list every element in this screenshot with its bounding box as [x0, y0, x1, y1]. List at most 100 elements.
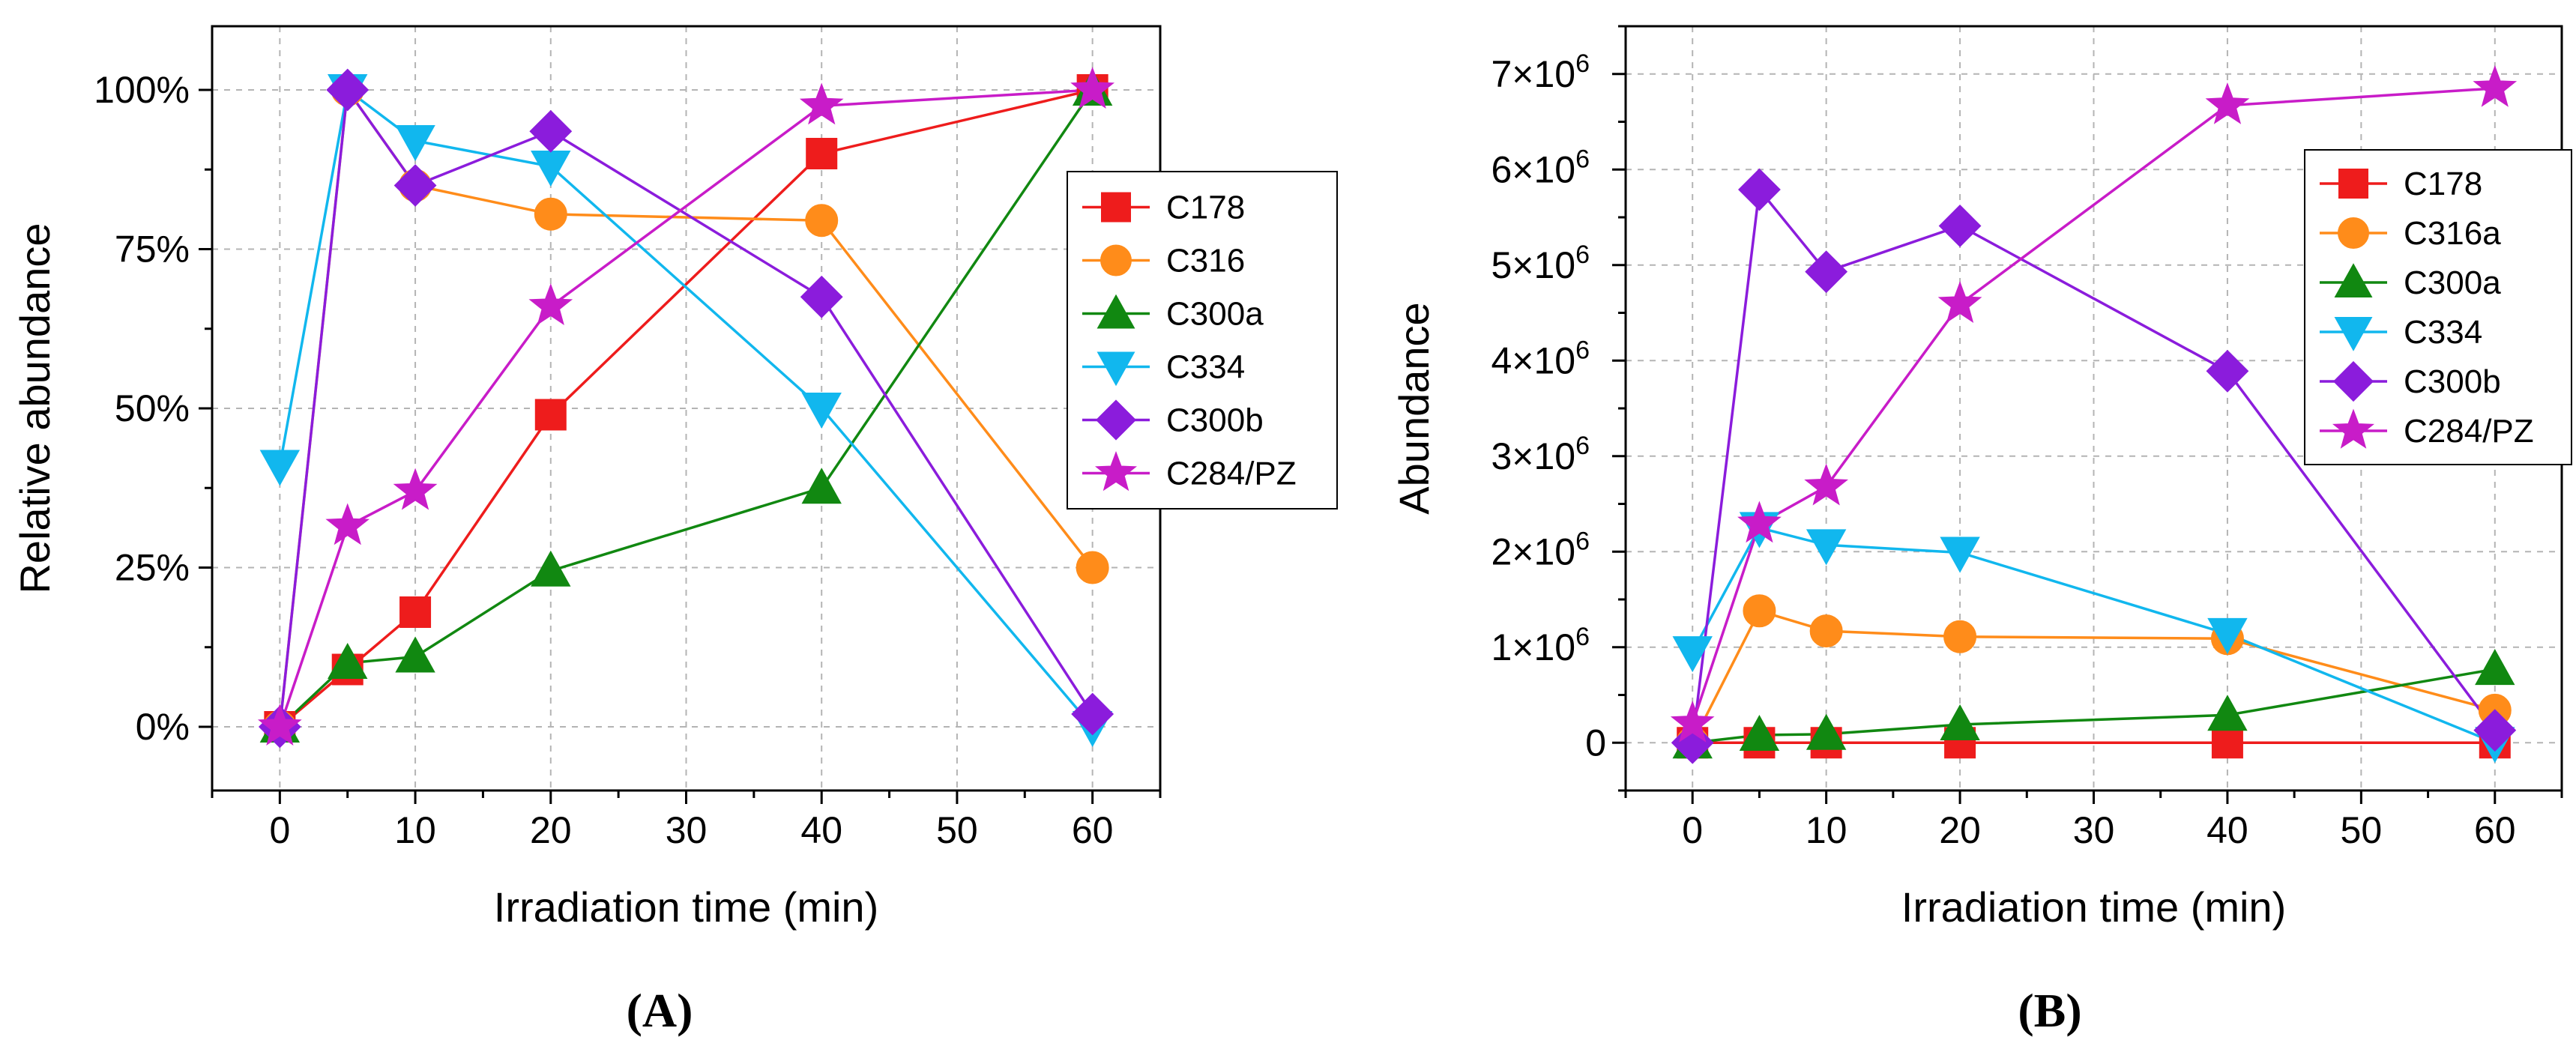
data-point-c334: [1806, 529, 1847, 566]
legend-marker: [1097, 351, 1135, 387]
y-tick-exponent: 6: [1575, 241, 1590, 269]
data-point-c334: [395, 125, 435, 162]
y-tick-exponent: 6: [1575, 527, 1590, 555]
data-point-c334: [531, 151, 571, 187]
panel-label: (B): [2018, 984, 2081, 1037]
data-point-c284pz: [325, 503, 370, 545]
legend-marker: [2338, 169, 2368, 199]
y-tick-label: 5×106: [1491, 241, 1590, 286]
x-tick-label: 60: [2474, 809, 2516, 851]
data-point-c334: [259, 450, 301, 486]
data-point-c300b: [1805, 250, 1848, 294]
y-axis-title: Relative abundance: [11, 223, 58, 593]
data-point-c300a: [531, 550, 571, 587]
legend-marker: [1097, 294, 1135, 329]
y-axis-title: Abundance: [1390, 302, 1438, 514]
data-point-c284pz: [2473, 65, 2518, 107]
series-group: [257, 67, 1115, 749]
data-point-c284pz: [1670, 700, 1715, 743]
legend-label: C316: [1166, 243, 1245, 279]
x-tick-label: 30: [666, 809, 708, 851]
legend: C178 C316 C300a C334 C300b C284/PZ: [1067, 171, 1338, 510]
data-point-c284pz: [1804, 463, 1849, 506]
series-line-c334: [1691, 526, 2496, 744]
y-tick-exponent: 6: [1575, 336, 1590, 364]
legend-label: C300a: [2404, 264, 2501, 301]
data-point-c284pz: [1737, 501, 1782, 543]
data-point-c316: [805, 204, 839, 238]
legend-label: C334: [2404, 314, 2482, 351]
data-point-c300b: [529, 109, 573, 153]
y-tick-label: 0%: [136, 706, 190, 748]
legend-box: [2304, 149, 2572, 465]
data-point-c316a: [1809, 614, 1843, 648]
data-point-c178: [2211, 727, 2243, 759]
legend-marker: [2334, 263, 2373, 297]
legend-label: C178: [2404, 166, 2482, 202]
series-group: [1670, 65, 2518, 764]
data-point-c300a: [801, 468, 842, 504]
legend-label: C334: [1166, 349, 1245, 386]
y-tick-label: 6×106: [1491, 145, 1590, 190]
data-point-c178: [399, 596, 432, 628]
legend-label: C316a: [2404, 215, 2501, 252]
y-tick-label: 2×106: [1491, 527, 1590, 572]
legend-marker: [1101, 192, 1131, 223]
series-line-c334: [278, 87, 1094, 728]
data-point-c300b: [2206, 349, 2249, 393]
x-tick-label: 50: [2341, 809, 2383, 851]
data-point-c300b: [800, 275, 843, 318]
data-point-c334: [801, 393, 842, 429]
data-point-c300a: [395, 636, 435, 673]
legend-marker: [2332, 360, 2374, 402]
series-line-c300b: [278, 86, 1094, 728]
data-point-c316a: [1943, 620, 1977, 653]
x-tick-label: 50: [936, 809, 978, 851]
data-point-c300a: [2475, 649, 2515, 686]
y-tick-label: 100%: [94, 69, 190, 111]
y-tick-label: 75%: [115, 229, 190, 270]
data-point-c300b: [326, 68, 369, 112]
x-tick-label: 20: [530, 809, 572, 851]
series-line-c284pz: [1691, 87, 2495, 725]
y-tick-label: 3×106: [1491, 432, 1590, 477]
data-point-c334: [1940, 536, 1980, 573]
y-tick-exponent: 6: [1575, 145, 1590, 173]
data-point-c284pz: [393, 468, 438, 510]
y-tick-label: 50%: [115, 387, 190, 429]
data-point-c300b: [1738, 168, 1781, 211]
x-tick-label: 40: [2207, 809, 2248, 851]
y-tick-label: 0: [1585, 722, 1606, 764]
series-line-c300b: [1691, 186, 2497, 743]
x-tick-label: 20: [1939, 809, 1981, 851]
y-tick-exponent: 6: [1575, 623, 1590, 651]
legend-box: [1067, 171, 1338, 510]
data-point-c300a: [1806, 713, 1847, 750]
x-tick-label: 0: [269, 809, 290, 851]
data-point-c178: [806, 138, 838, 169]
data-point-c300a: [1940, 704, 1980, 741]
data-point-c316: [1076, 551, 1109, 584]
chart-panel-a: 0 10 20 30 40 50 60 0% 25% 50% 75% 100% Irradiation …: [11, 25, 1338, 1037]
x-tick-label: 30: [2073, 809, 2115, 851]
y-tick-exponent: 6: [1575, 432, 1590, 460]
legend-marker: [1094, 451, 1138, 492]
data-point-c300b: [1938, 205, 1982, 247]
y-tick-exponent: 6: [1575, 49, 1590, 78]
legend: C178 C316a C300a C334 C300b C284/PZ: [2304, 149, 2572, 465]
legend-label: C300b: [1166, 402, 1264, 439]
legend-label: C178: [1166, 190, 1245, 226]
data-point-c284pz: [257, 704, 302, 746]
legend-label: C300a: [1166, 296, 1264, 333]
y-tick-label: 25%: [115, 547, 190, 589]
data-point-c284pz: [2205, 82, 2250, 124]
x-axis-title: Irradiation time (min): [1901, 883, 2286, 931]
y-tick-label: 1×106: [1491, 623, 1590, 668]
data-point-c300a: [1739, 714, 1780, 752]
data-point-c178: [534, 399, 567, 431]
x-tick-label: 40: [800, 809, 842, 851]
panel-label: (A): [627, 984, 693, 1037]
data-point-c300a: [328, 642, 368, 679]
x-tick-label: 10: [1806, 809, 1847, 851]
x-axis-title: Irradiation time (min): [494, 883, 878, 931]
